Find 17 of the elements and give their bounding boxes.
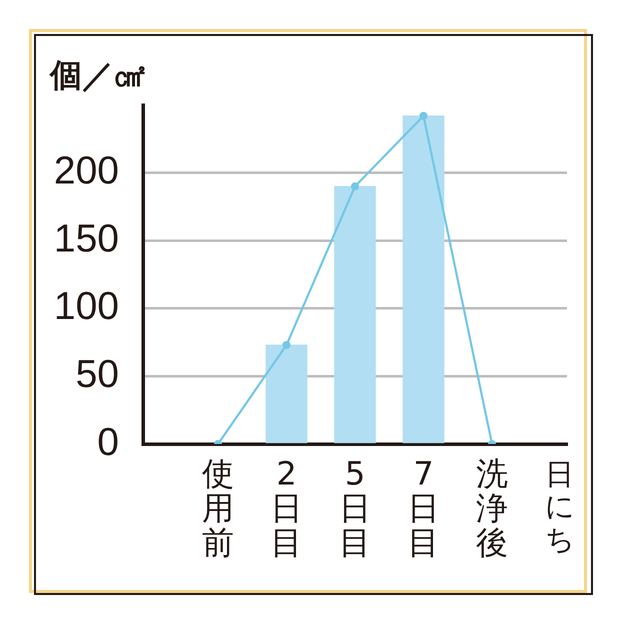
y-tick-label: 150	[54, 217, 119, 260]
x-tick-label: 洗浄後	[476, 454, 508, 562]
bar	[402, 116, 444, 444]
x-tick-label: 使用前	[202, 454, 234, 562]
bar	[266, 344, 308, 444]
x-tick-label: 5日目	[339, 454, 371, 562]
y-axis-title: 個／㎠	[50, 56, 146, 94]
y-tick-label: 200	[54, 150, 119, 193]
point	[420, 112, 428, 120]
y-tick-label: 50	[76, 352, 119, 396]
x-tick-label: 2日目	[270, 454, 302, 562]
y-tick-label: 100	[54, 285, 119, 328]
point	[351, 182, 359, 190]
x-axis-title: 日にち	[545, 457, 575, 556]
bar	[334, 186, 376, 444]
y-tick-label: 0	[97, 420, 119, 464]
x-tick-label: 7日目	[408, 454, 440, 562]
